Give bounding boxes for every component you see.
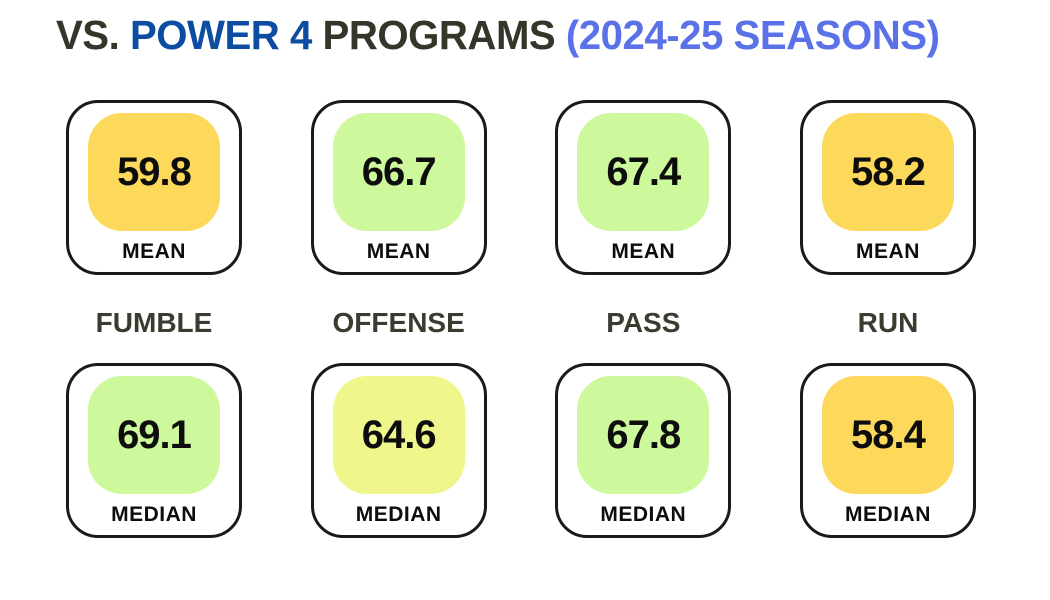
stat-label: MEDIAN: [355, 502, 442, 526]
stat-tile: 67.4: [577, 113, 710, 231]
category-label-run: RUN: [857, 307, 919, 338]
stat-card-mean-fumble: 59.8 MEAN: [66, 100, 242, 275]
stat-label: MEAN: [122, 239, 186, 263]
stat-card-median-run: 58.4 MEDIAN: [799, 363, 976, 538]
stat-value: 59.8: [117, 149, 192, 194]
stat-card-mean-run: 58.2 MEAN: [799, 100, 976, 275]
stat-tile: 59.8: [88, 113, 220, 231]
stat-tile: 58.2: [821, 113, 954, 231]
stat-value: 64.6: [361, 412, 437, 457]
stat-value: 66.7: [361, 149, 437, 194]
stat-tile: 64.6: [332, 376, 465, 494]
stat-card-median-pass: 67.8 MEDIAN: [555, 363, 732, 538]
stat-label: MEDIAN: [845, 502, 931, 526]
category-label-pass: PASS: [606, 307, 681, 338]
title-segment-programs: PROGRAMS: [311, 12, 566, 58]
category-label-fumble: FUMBLE: [95, 307, 213, 338]
stats-grid: 59.8 MEAN 66.7 MEAN 67.4 MEAN 58.2 MEAN …: [66, 100, 976, 538]
stat-card-median-offense: 64.6 MEDIAN: [310, 363, 487, 538]
stat-card-mean-offense: 66.7 MEAN: [310, 100, 487, 275]
title-segment-vs: VS.: [56, 12, 130, 58]
stat-card-median-fumble: 69.1 MEDIAN: [66, 363, 242, 538]
stat-value: 67.4: [606, 149, 681, 194]
stat-label: MEAN: [856, 239, 920, 263]
title-segment-seasons: (2024-25 SEASONS): [565, 12, 940, 58]
stat-value: 67.8: [606, 412, 681, 457]
stat-value: 58.4: [851, 412, 926, 457]
stat-label: MEAN: [366, 239, 431, 263]
stat-value: 58.2: [851, 149, 926, 194]
stat-label: MEDIAN: [111, 502, 197, 526]
stat-value: 69.1: [117, 412, 192, 457]
stat-card-mean-pass: 67.4 MEAN: [555, 100, 732, 275]
category-label-offense: OFFENSE: [332, 307, 465, 338]
stat-tile: 58.4: [821, 376, 954, 494]
stat-tile: 69.1: [88, 376, 220, 494]
page-title: VS. POWER 4 PROGRAMS (2024-25 SEASONS): [56, 12, 940, 59]
stat-tile: 67.8: [577, 376, 710, 494]
stat-label: MEDIAN: [600, 502, 687, 526]
title-segment-power4: POWER 4: [129, 12, 312, 58]
stat-label: MEAN: [611, 239, 676, 263]
stat-tile: 66.7: [332, 113, 465, 231]
